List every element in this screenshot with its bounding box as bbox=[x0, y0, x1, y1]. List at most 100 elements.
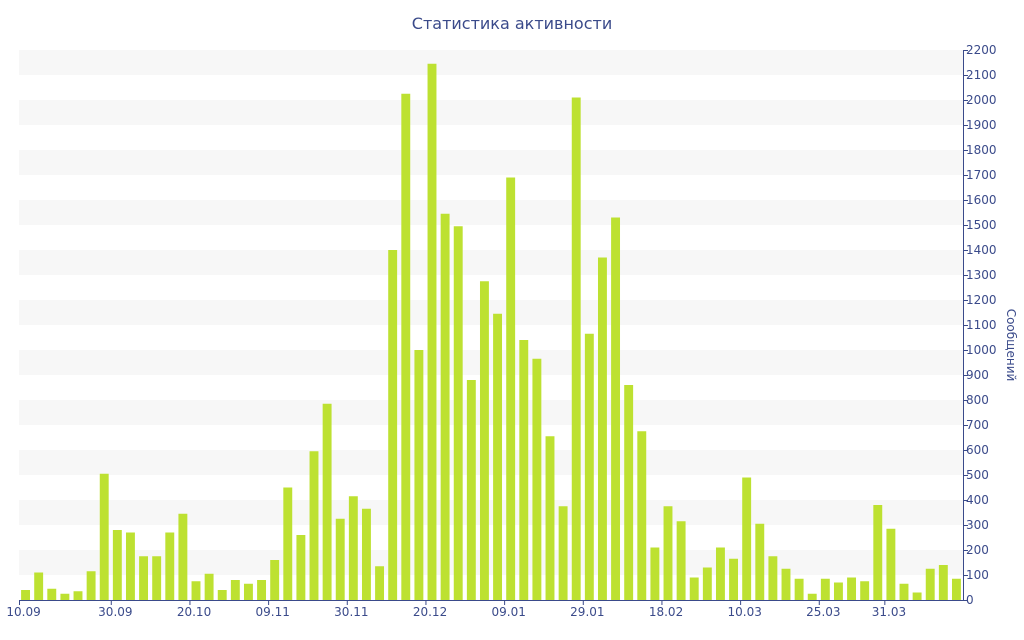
bar bbox=[322, 403, 332, 600]
bar bbox=[178, 513, 188, 600]
y-tick-label: 1400 bbox=[966, 243, 997, 257]
bar bbox=[112, 530, 122, 600]
bar bbox=[414, 350, 424, 600]
y-tick-label: 0 bbox=[966, 593, 974, 607]
bar bbox=[847, 577, 857, 600]
bar bbox=[886, 528, 896, 600]
x-axis-ticks: 10.09 30.09 20.10 09.11 30.11 20.12 09.01 29.01… bbox=[6, 600, 906, 619]
bar bbox=[86, 571, 96, 600]
bar bbox=[781, 568, 791, 600]
x-tick-label: 25.03 bbox=[806, 605, 840, 619]
bar bbox=[611, 217, 621, 600]
bar bbox=[440, 213, 450, 600]
bar bbox=[519, 340, 529, 600]
bar bbox=[650, 547, 660, 600]
bar bbox=[637, 431, 647, 600]
bar bbox=[427, 63, 437, 600]
y-tick-label: 500 bbox=[966, 468, 989, 482]
y-tick-label: 1600 bbox=[966, 193, 997, 207]
grid-bands bbox=[19, 50, 963, 575]
grid-band bbox=[19, 250, 963, 275]
bar bbox=[912, 592, 922, 600]
bar bbox=[466, 380, 476, 600]
y-tick-label: 2200 bbox=[966, 43, 997, 57]
y-tick-label: 300 bbox=[966, 518, 989, 532]
grid-band bbox=[19, 300, 963, 325]
x-tick-label: 18.02 bbox=[649, 605, 683, 619]
x-tick-label: 09.01 bbox=[492, 605, 526, 619]
x-tick-label: 29.01 bbox=[570, 605, 604, 619]
bar bbox=[597, 257, 607, 600]
bar bbox=[453, 226, 463, 600]
bar bbox=[584, 333, 594, 600]
bar bbox=[125, 532, 135, 600]
bar bbox=[755, 523, 765, 600]
y-tick-label: 700 bbox=[966, 418, 989, 432]
bar bbox=[820, 578, 830, 600]
y-tick-label: 100 bbox=[966, 568, 989, 582]
bar bbox=[768, 556, 778, 600]
bar bbox=[99, 473, 109, 600]
y-axis-title: Сообщений bbox=[1004, 309, 1018, 382]
y-tick-label: 1000 bbox=[966, 343, 997, 357]
x-tick-label: 20.12 bbox=[413, 605, 447, 619]
bar bbox=[506, 177, 516, 600]
bar bbox=[925, 568, 935, 600]
bar bbox=[204, 573, 214, 600]
y-tick-label: 1500 bbox=[966, 218, 997, 232]
bar bbox=[938, 565, 948, 600]
bar bbox=[689, 577, 699, 600]
x-tick-label: 31.03 bbox=[872, 605, 906, 619]
bar bbox=[873, 505, 883, 600]
bar bbox=[729, 558, 739, 600]
y-tick-label: 1900 bbox=[966, 118, 997, 132]
bar-series bbox=[21, 63, 961, 600]
bar bbox=[558, 506, 568, 600]
y-tick-label: 2100 bbox=[966, 68, 997, 82]
bar bbox=[951, 578, 961, 600]
grid-band bbox=[19, 450, 963, 475]
bar bbox=[388, 250, 398, 600]
y-tick-label: 1800 bbox=[966, 143, 997, 157]
bar bbox=[401, 93, 411, 600]
x-tick-label: 10.03 bbox=[728, 605, 762, 619]
bar bbox=[794, 578, 804, 600]
grid-band bbox=[19, 50, 963, 75]
grid-band bbox=[19, 350, 963, 375]
bar bbox=[833, 582, 843, 600]
bar bbox=[165, 532, 175, 600]
bar bbox=[899, 583, 909, 600]
bar bbox=[230, 580, 240, 600]
bar bbox=[663, 506, 673, 600]
bar bbox=[715, 547, 725, 600]
bar bbox=[257, 580, 267, 600]
bar bbox=[493, 313, 503, 600]
bar bbox=[73, 591, 83, 600]
bar bbox=[545, 436, 555, 600]
bar bbox=[270, 560, 280, 600]
bar bbox=[742, 477, 752, 600]
grid-band bbox=[19, 150, 963, 175]
y-tick-label: 900 bbox=[966, 368, 989, 382]
bar bbox=[60, 593, 70, 600]
y-tick-label: 1700 bbox=[966, 168, 997, 182]
bar bbox=[191, 581, 201, 600]
grid-band bbox=[19, 200, 963, 225]
y-tick-label: 1300 bbox=[966, 268, 997, 282]
bar bbox=[309, 451, 319, 600]
grid-band bbox=[19, 550, 963, 575]
bar bbox=[152, 556, 162, 600]
bar bbox=[532, 358, 542, 600]
bar bbox=[243, 583, 253, 600]
y-tick-label: 400 bbox=[966, 493, 989, 507]
bar bbox=[21, 590, 31, 600]
y-tick-label: 200 bbox=[966, 543, 989, 557]
grid-band bbox=[19, 400, 963, 425]
x-tick-label: 30.11 bbox=[334, 605, 368, 619]
y-tick-label: 1100 bbox=[966, 318, 997, 332]
bar bbox=[676, 521, 686, 600]
bar bbox=[479, 281, 489, 600]
grid-band bbox=[19, 500, 963, 525]
bar bbox=[571, 97, 581, 600]
chart-title: Статистика активности bbox=[411, 14, 613, 33]
